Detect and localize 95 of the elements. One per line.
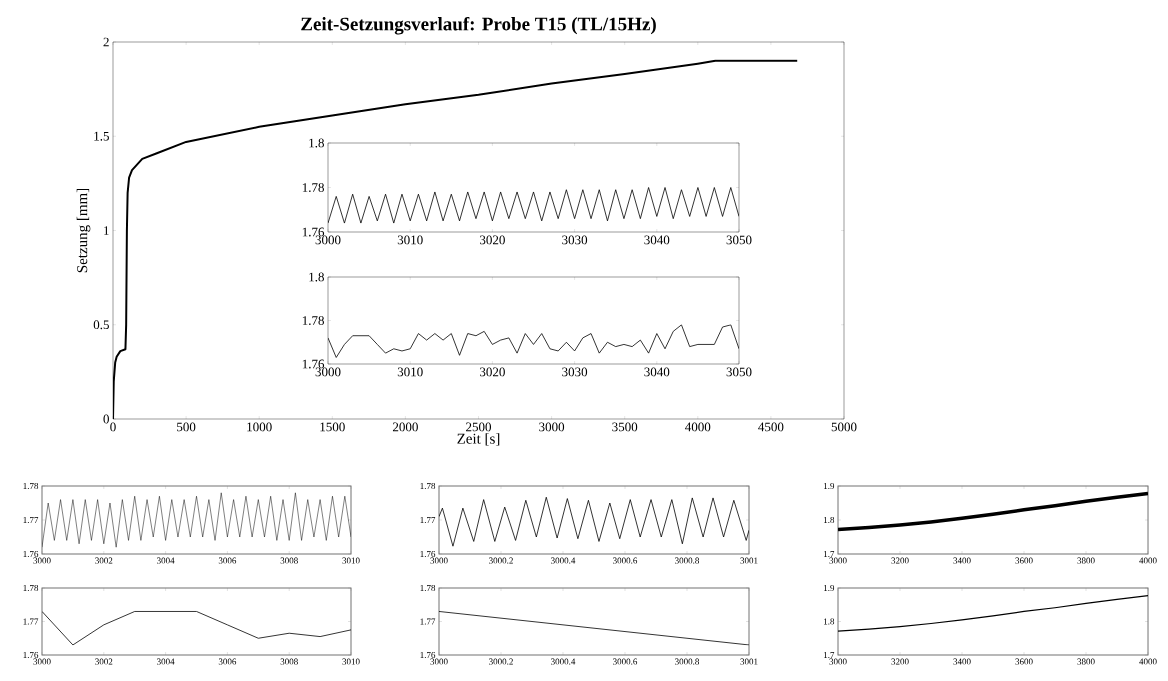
y-tick-label: 1.78	[23, 482, 39, 490]
x-tick-label: 3000.6	[613, 557, 638, 564]
x-tick-label: 1000	[247, 422, 272, 432]
y-tick-label: 1.77	[420, 516, 436, 524]
x-tick-label: 3050	[726, 367, 752, 377]
y-tick-label: 1	[104, 226, 109, 235]
x-tick-label: 3006	[218, 557, 237, 564]
x-tick-label: 500	[177, 422, 196, 432]
x-tick-label: 3400	[953, 658, 971, 665]
y-tick-label: 1.76	[420, 651, 436, 659]
y-tick-label: 1.76	[302, 359, 325, 369]
x-tick-label: 3010	[342, 658, 360, 665]
line-series	[838, 491, 1149, 532]
chart-title: Zeit-Setzungsverlauf: Probe T15 (TL/15Hz)	[301, 16, 656, 35]
y-tick-label: 1.77	[23, 516, 39, 524]
y-tick-label: 1.78	[420, 584, 436, 592]
x-tick-label: 3600	[1015, 557, 1033, 564]
x-tick-label: 3000.2	[489, 658, 513, 665]
line-series	[439, 496, 750, 547]
y-tick-label: 1.76	[302, 227, 325, 237]
x-tick-label: 3008	[280, 557, 298, 564]
x-tick-label: 3020	[480, 235, 505, 245]
x-tick-label: 4000	[1139, 557, 1157, 564]
x-tick-label: 3500	[612, 422, 638, 432]
y-tick-label: 1.77	[420, 618, 436, 625]
x-tick-label: 3040	[644, 235, 670, 245]
y-tick-label: 1.78	[302, 183, 324, 192]
y-tick-label: 1.77	[23, 618, 39, 625]
y-tick-label: 0.5	[93, 320, 109, 330]
x-tick-label: 3600	[1015, 658, 1033, 665]
x-tick-label: 4000	[1139, 658, 1157, 665]
y-tick-label: 1.78	[302, 316, 324, 325]
x-tick-label: 3006	[218, 658, 237, 665]
x-tick-label: 3000	[829, 658, 847, 665]
y-tick-label: 1.76	[420, 550, 436, 558]
x-tick-label: 3000.4	[551, 557, 576, 564]
x-tick-label: 3800	[1077, 557, 1095, 564]
x-tick-label: 3000	[430, 658, 448, 665]
x-tick-label: 3004	[157, 658, 175, 665]
y-tick-label: 1.7	[824, 550, 835, 558]
x-tick-label: 3200	[891, 557, 909, 564]
x-tick-label: 3000	[33, 658, 51, 665]
x-tick-label: 3008	[280, 658, 298, 665]
x-tick-label: 3001	[740, 658, 758, 665]
x-tick-label: 3002	[95, 557, 113, 564]
y-tick-label: 2	[103, 37, 109, 47]
x-tick-label: 3000.4	[551, 658, 576, 665]
y-tick-label: 1.8	[824, 516, 835, 524]
x-tick-label: 4000	[685, 422, 711, 432]
x-tick-label: 4500	[758, 422, 784, 432]
x-tick-label: 3030	[562, 235, 588, 245]
y-tick-label: 1.76	[23, 651, 39, 659]
y-tick-label: 1.8	[309, 138, 324, 148]
line-series	[838, 595, 1149, 632]
y-tick-label: 1.76	[23, 550, 39, 558]
x-tick-label: 3000	[315, 235, 341, 245]
y-tick-label: 1.9	[824, 584, 835, 592]
y-axis-title: Setzung [mm]	[76, 188, 91, 273]
x-tick-label: 3000.2	[489, 557, 513, 564]
x-tick-label: 2500	[466, 422, 492, 432]
x-tick-label: 3000.6	[613, 658, 638, 665]
y-tick-label: 1.8	[824, 618, 835, 625]
x-tick-label: 3000.8	[675, 658, 700, 665]
x-tick-label: 3004	[157, 557, 175, 564]
x-tick-label: 2000	[392, 422, 418, 432]
x-tick-label: 3000	[33, 557, 51, 564]
y-tick-label: 0	[103, 414, 109, 424]
y-tick-label: 1.78	[420, 482, 436, 490]
x-tick-label: 3001	[740, 557, 758, 564]
y-tick-label: 1.5	[94, 131, 109, 141]
x-tick-label: 3000	[539, 422, 565, 432]
x-tick-label: 3030	[562, 367, 588, 377]
x-tick-label: 3010	[397, 235, 423, 245]
x-tick-label: 3800	[1077, 658, 1095, 665]
y-tick-label: 1.7	[824, 651, 835, 659]
x-tick-label: 3040	[644, 367, 670, 377]
x-axis-title: Zeit [s]	[457, 433, 500, 446]
x-tick-label: 1500	[320, 422, 345, 432]
x-tick-label: 3000.8	[675, 557, 700, 564]
x-tick-label: 3050	[726, 235, 752, 245]
line-series	[42, 492, 351, 548]
x-tick-label: 0	[110, 422, 116, 432]
x-tick-label: 3002	[95, 658, 113, 665]
x-tick-label: 3000	[315, 367, 341, 377]
x-tick-label: 3020	[480, 367, 505, 377]
y-tick-label: 1.8	[309, 272, 324, 282]
y-tick-label: 1.78	[23, 584, 39, 592]
y-tick-label: 1.9	[824, 482, 835, 490]
x-tick-label: 3200	[891, 658, 909, 665]
x-tick-label: 3000	[430, 557, 448, 564]
x-tick-label: 3010	[397, 367, 423, 377]
x-tick-label: 3400	[953, 557, 971, 564]
x-tick-label: 5000	[831, 422, 857, 432]
x-tick-label: 3010	[342, 557, 360, 564]
x-tick-label: 3000	[829, 557, 847, 564]
